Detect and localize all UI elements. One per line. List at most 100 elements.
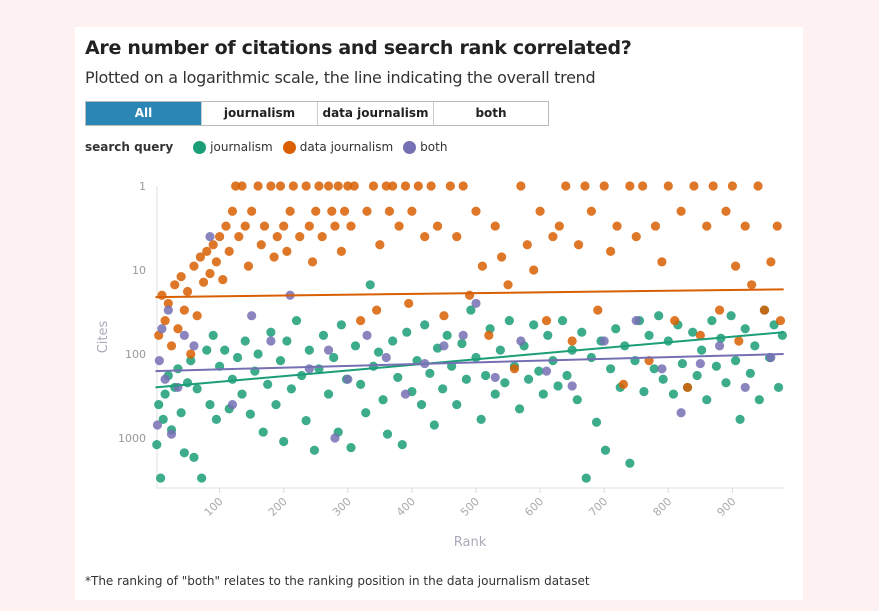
point-data-journalism (509, 364, 520, 374)
point-journalism (697, 345, 707, 355)
point-journalism (154, 399, 164, 410)
point-journalism (336, 320, 346, 330)
legend: search query journalism data journalism … (85, 140, 447, 154)
point-data-journalism (247, 206, 257, 216)
filter-journalism-button[interactable]: journalism (202, 102, 318, 125)
point-data-journalism (227, 206, 238, 216)
point-data-journalism (606, 246, 616, 256)
point-journalism (205, 399, 215, 410)
filter-both-button[interactable]: both (475, 106, 507, 120)
point-data-journalism (503, 280, 513, 290)
point-journalism (202, 345, 212, 355)
point-data-journalism (580, 181, 590, 191)
point-data-journalism (336, 246, 346, 256)
point-data-journalism (516, 181, 526, 191)
point-journalism (397, 440, 407, 450)
point-both (516, 336, 526, 346)
point-both (304, 364, 314, 374)
point-data-journalism (775, 315, 786, 326)
point-data-journalism (173, 324, 183, 334)
point-data-journalism (317, 231, 327, 242)
point-data-journalism (211, 257, 221, 267)
x-tick-label: 300 (330, 495, 354, 519)
point-data-journalism (484, 330, 494, 340)
footnote: *The ranking of "both" relates to the ra… (85, 574, 590, 588)
point-journalism (156, 473, 166, 483)
point-data-journalism (272, 231, 282, 242)
point-data-journalism (638, 181, 648, 191)
point-data-journalism (541, 315, 552, 326)
legend-data-journalism-swatch (282, 140, 296, 154)
point-journalism (476, 414, 486, 424)
point-journalism (707, 315, 717, 326)
point-journalism (388, 336, 398, 346)
point-data-journalism (731, 261, 741, 271)
point-data-journalism (256, 240, 266, 250)
point-data-journalism (471, 206, 481, 216)
point-both (157, 324, 167, 334)
point-journalism (442, 330, 452, 340)
point-journalism (557, 315, 568, 326)
point-both (247, 311, 257, 321)
legend-both-label: both (420, 140, 448, 154)
point-both (567, 381, 577, 391)
point-journalism (461, 374, 471, 384)
point-both (166, 429, 177, 439)
point-both (189, 341, 199, 351)
point-data-journalism (394, 221, 404, 231)
point-journalism (245, 409, 255, 419)
point-data-journalism (682, 382, 693, 393)
point-data-journalism (221, 221, 231, 231)
point-data-journalism (346, 221, 356, 231)
point-journalism (649, 364, 659, 374)
point-data-journalism (307, 257, 318, 267)
point-journalism (301, 415, 311, 426)
point-journalism (350, 341, 361, 351)
point-data-journalism (747, 280, 757, 290)
point-journalism (495, 345, 505, 355)
point-journalism (318, 330, 329, 340)
point-journalism (721, 378, 731, 388)
point-both (714, 341, 725, 351)
point-data-journalism (195, 252, 205, 262)
point-both (362, 330, 372, 340)
point-both (631, 315, 641, 326)
point-journalism (471, 352, 481, 363)
point-journalism (173, 364, 183, 374)
point-journalism (361, 408, 371, 418)
point-data-journalism (400, 181, 411, 191)
point-data-journalism (269, 252, 279, 262)
point-journalism (263, 379, 273, 389)
point-data-journalism (477, 261, 488, 271)
point-journalism (329, 352, 339, 363)
point-data-journalism (202, 246, 212, 256)
point-journalism (232, 352, 243, 363)
point-data-journalism (586, 206, 596, 216)
filter-all-button[interactable]: All (86, 102, 202, 125)
point-data-journalism (618, 379, 629, 389)
point-data-journalism (772, 221, 782, 231)
point-journalism (346, 442, 356, 453)
point-journalism (654, 311, 664, 321)
point-data-journalism (182, 286, 193, 297)
point-journalism (176, 408, 186, 418)
point-both (439, 341, 449, 351)
chart-subtitle: Plotted on a logarithmic scale, the line… (85, 68, 596, 87)
point-data-journalism (657, 257, 667, 267)
point-data-journalism (282, 246, 292, 256)
point-data-journalism (452, 231, 462, 242)
point-journalism (677, 358, 688, 369)
point-both (323, 345, 334, 355)
x-tick-label: 400 (394, 495, 418, 519)
point-journalism (726, 311, 736, 321)
point-both (400, 389, 411, 399)
point-data-journalism (266, 181, 276, 191)
legend-journalism-label: journalism (210, 140, 273, 154)
point-journalism (309, 445, 320, 455)
point-data-journalism (695, 330, 705, 340)
filter-data-journalism-button[interactable]: data journalism (318, 102, 434, 125)
x-tick-label: 200 (266, 495, 290, 519)
point-both (740, 382, 750, 393)
x-tick-label: 500 (458, 495, 482, 519)
point-journalism (529, 320, 539, 330)
